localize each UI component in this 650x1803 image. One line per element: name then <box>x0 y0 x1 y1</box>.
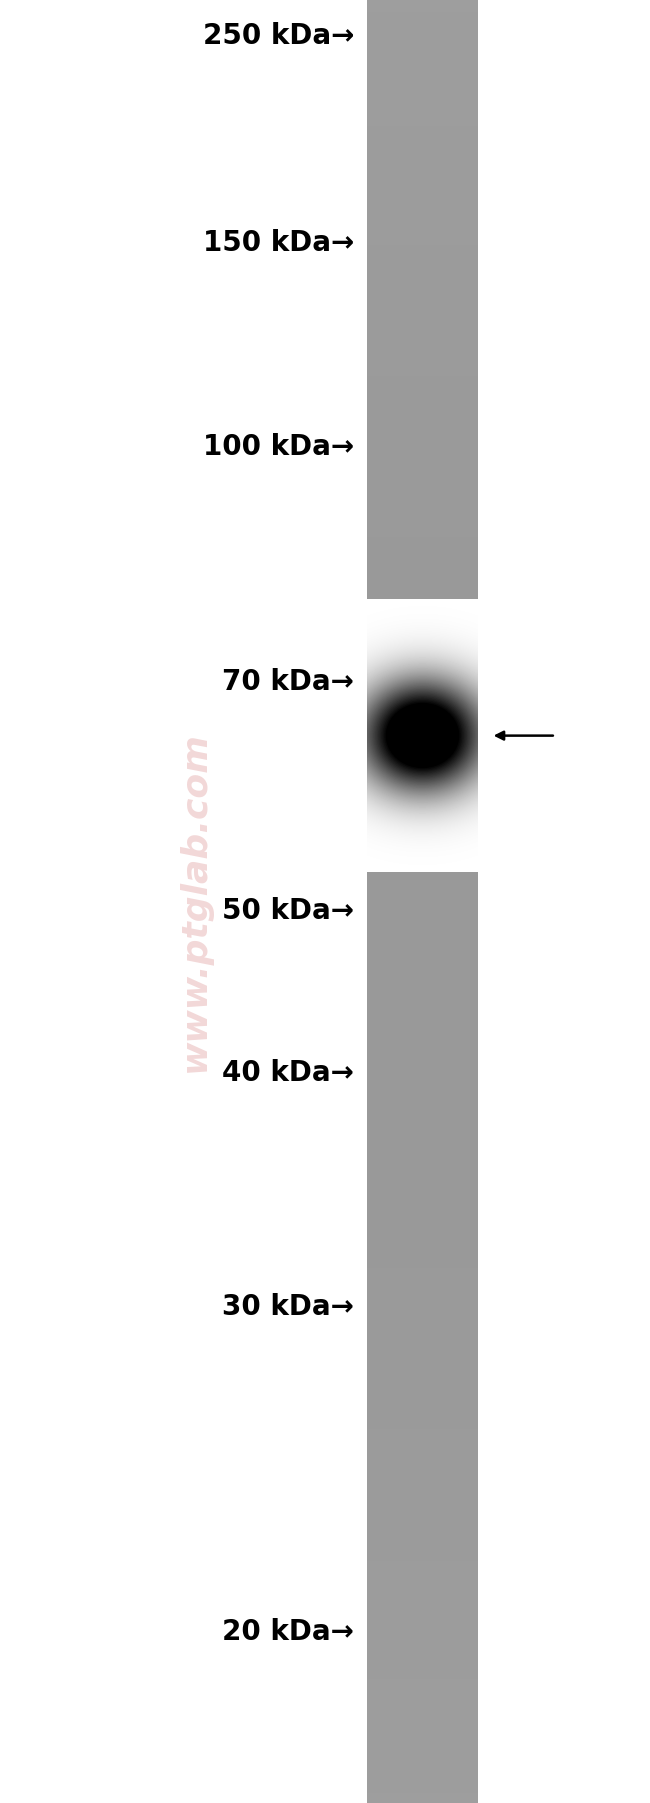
Text: 250 kDa→: 250 kDa→ <box>203 22 354 50</box>
Text: 150 kDa→: 150 kDa→ <box>203 229 354 258</box>
Text: 70 kDa→: 70 kDa→ <box>222 667 354 696</box>
Text: 100 kDa→: 100 kDa→ <box>203 433 354 462</box>
Text: 50 kDa→: 50 kDa→ <box>222 896 354 925</box>
Text: www.ptglab.com: www.ptglab.com <box>178 730 212 1073</box>
Text: 40 kDa→: 40 kDa→ <box>222 1058 354 1087</box>
Text: 30 kDa→: 30 kDa→ <box>222 1293 354 1322</box>
Text: 20 kDa→: 20 kDa→ <box>222 1617 354 1646</box>
